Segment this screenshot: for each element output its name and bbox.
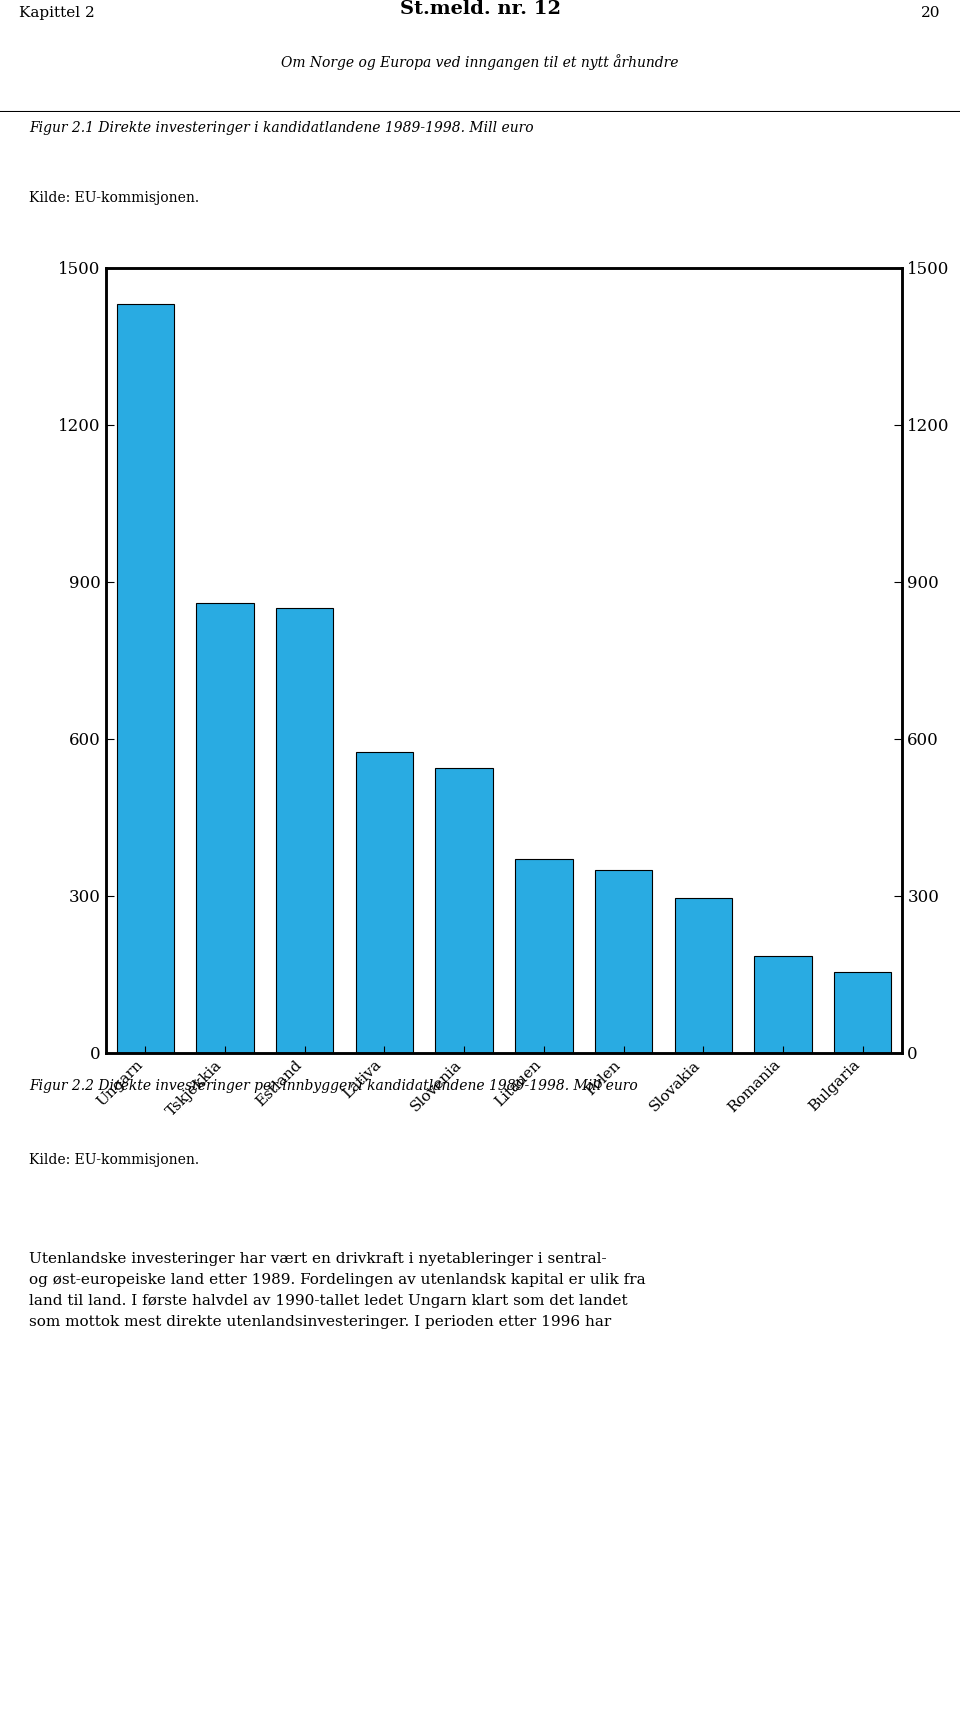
Bar	[276, 608, 333, 1053]
Text: Utenlandske investeringer har vært en drivkraft i nyetableringer i sentral-
og ø: Utenlandske investeringer har vært en dr…	[29, 1251, 645, 1329]
Bar	[755, 956, 811, 1053]
Bar	[436, 768, 492, 1053]
Bar	[516, 860, 572, 1053]
Bar	[834, 972, 891, 1053]
Text: Kapittel 2: Kapittel 2	[19, 5, 95, 19]
Bar	[117, 304, 174, 1053]
Text: Figur 2.1 Direkte investeringer i kandidatlandene 1989-1998. Mill euro: Figur 2.1 Direkte investeringer i kandid…	[29, 121, 534, 135]
Text: 20: 20	[922, 5, 941, 19]
Bar	[595, 870, 652, 1053]
Bar	[356, 753, 413, 1053]
Text: St.meld. nr. 12: St.meld. nr. 12	[399, 0, 561, 17]
Text: Figur 2.2 Direkte investeringer per innbygger i kandidatlandene 1989-1998. Mill : Figur 2.2 Direkte investeringer per innb…	[29, 1079, 637, 1093]
Text: Kilde: EU-kommisjonen.: Kilde: EU-kommisjonen.	[29, 1153, 199, 1167]
Bar	[197, 602, 253, 1053]
Text: Om Norge og Europa ved inngangen til et nytt århundre: Om Norge og Europa ved inngangen til et …	[281, 54, 679, 69]
Text: Kilde: EU-kommisjonen.: Kilde: EU-kommisjonen.	[29, 192, 199, 205]
Bar	[675, 899, 732, 1053]
